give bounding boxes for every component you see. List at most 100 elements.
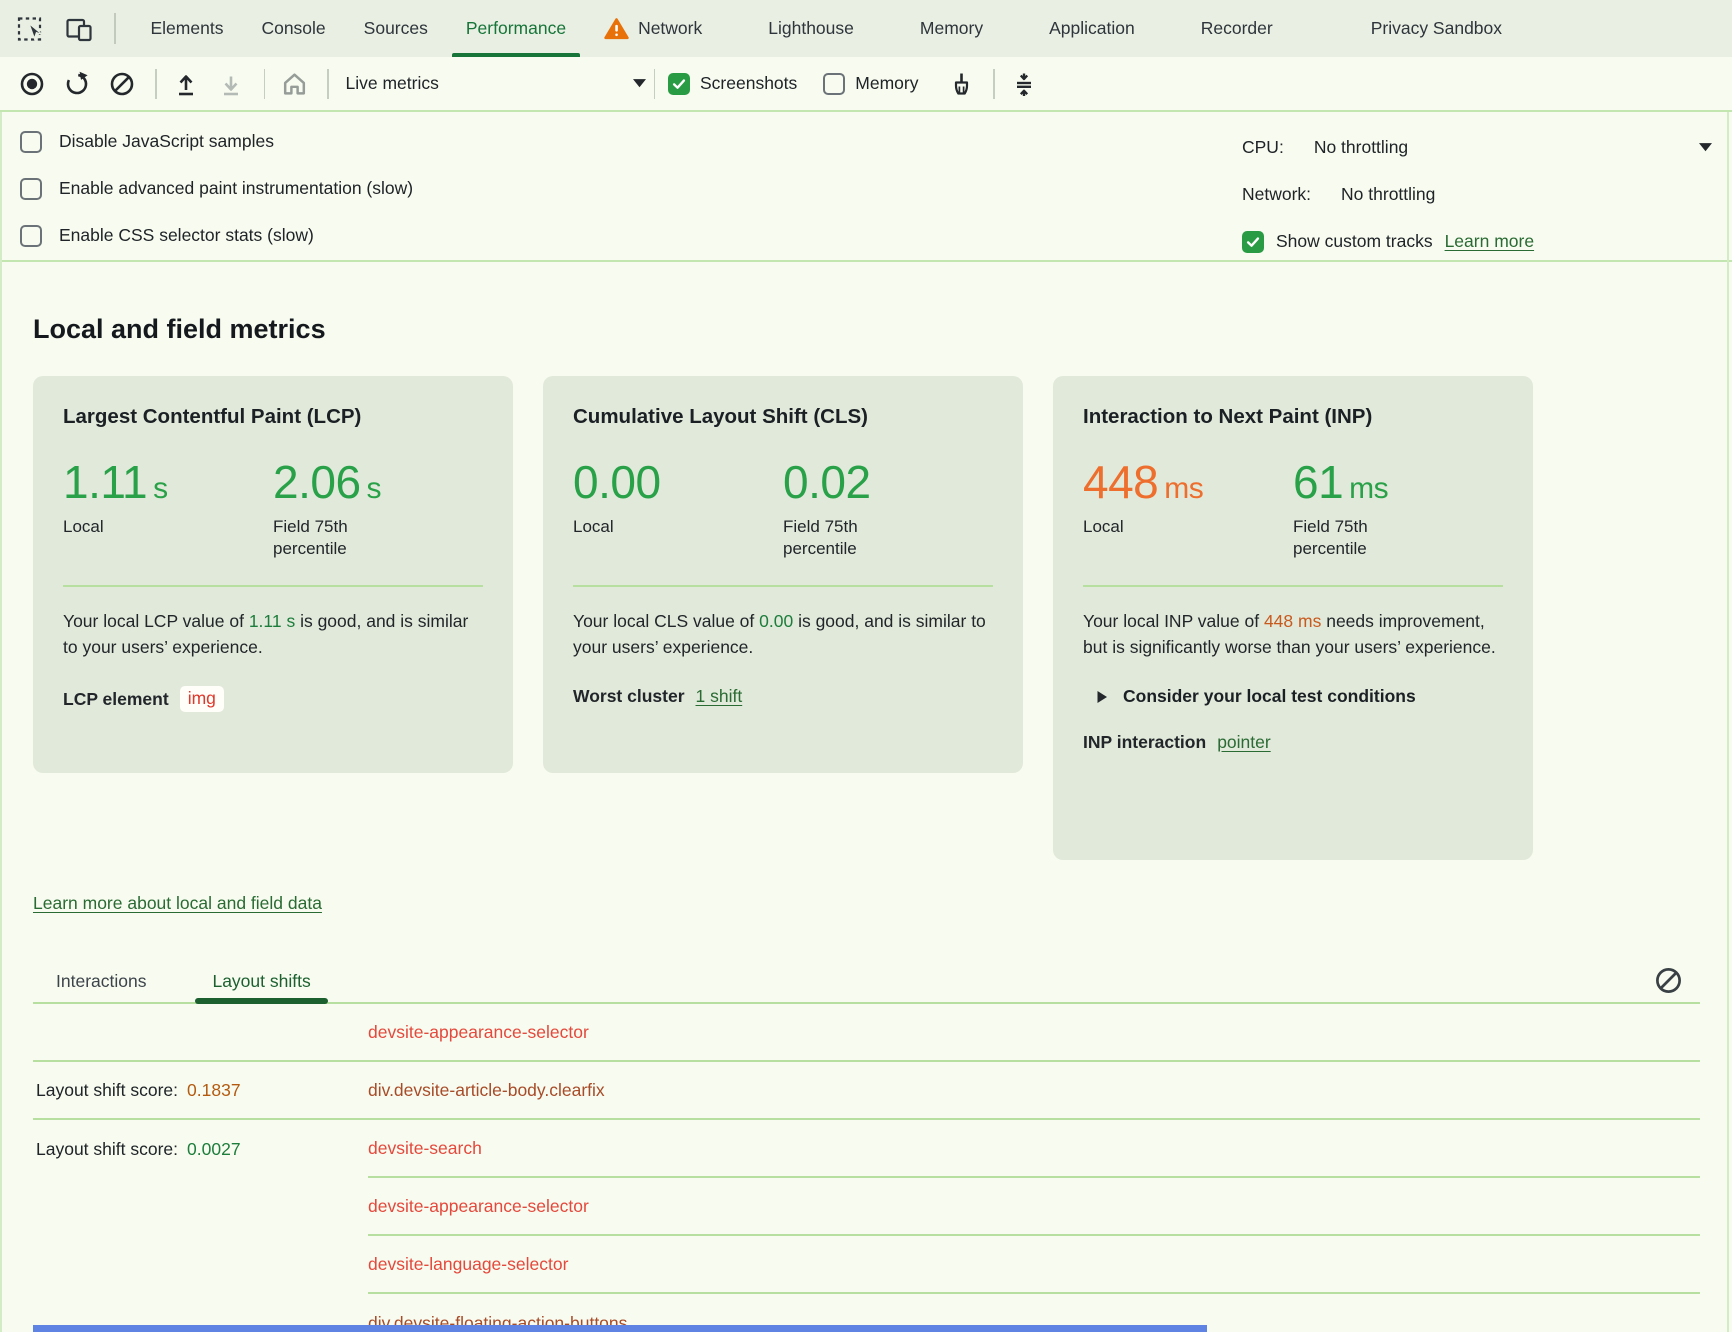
inp-values: 448 ms Local 61 ms Field 75th percentile (1083, 455, 1503, 561)
network-warning-icon (604, 17, 629, 40)
memory-toggle[interactable]: Memory (823, 72, 919, 95)
collect-garbage-button[interactable] (944, 68, 976, 100)
inspect-cursor-icon (16, 14, 46, 44)
lcp-element-row: LCP element img (63, 686, 483, 713)
layout-shift-row[interactable]: Layout shift score: 0.0027 devsite-searc… (33, 1120, 1700, 1178)
device-toolbar-button[interactable] (62, 11, 96, 47)
layout-shift-row[interactable]: devsite-appearance-selector (33, 1178, 1700, 1236)
memory-checkbox[interactable] (823, 72, 846, 95)
inp-local-column: 448 ms Local (1083, 455, 1293, 561)
record-and-reload-button[interactable] (61, 68, 93, 100)
value-number: 2.06 (273, 456, 361, 508)
tab-label: Elements (150, 18, 224, 38)
element-link[interactable]: devsite-appearance-selector (368, 1021, 589, 1042)
panel-right-border (1727, 112, 1729, 1332)
tab-interactions[interactable]: Interactions (56, 970, 147, 991)
tab-performance[interactable]: Performance (447, 0, 585, 57)
toolbar-divider (653, 68, 655, 99)
local-test-conditions-expander[interactable]: Consider your local test conditions (1083, 686, 1503, 707)
tab-lighthouse[interactable]: Lighthouse (749, 0, 873, 57)
tab-memory[interactable]: Memory (901, 0, 1002, 57)
tab-application[interactable]: Application (1030, 0, 1154, 57)
css-selector-stats-checkbox[interactable] (20, 224, 42, 247)
lcp-values: 1.11 s Local 2.06 s Field 75th percentile (63, 455, 483, 561)
element-link[interactable]: devsite-search (368, 1137, 482, 1158)
cpu-throttling-row[interactable]: CPU: No throttling (1242, 124, 1732, 171)
clear-icon (108, 70, 136, 98)
row-element-cell: devsite-language-selector (368, 1236, 1700, 1294)
screenshots-toggle[interactable]: Screenshots (668, 72, 798, 95)
collapse-sections-button[interactable] (1008, 68, 1040, 100)
screenshots-label: Screenshots (700, 73, 798, 93)
clear-log-button[interactable] (1652, 964, 1684, 996)
inp-card: Interaction to Next Paint (INP) 448 ms Lo… (1053, 376, 1533, 860)
field-data-learn-more-link[interactable]: Learn more about local and field data (33, 893, 322, 913)
value-number: 448 (1083, 456, 1159, 508)
inp-interaction-link[interactable]: pointer (1217, 732, 1271, 753)
lcp-element-link[interactable]: img (179, 686, 224, 713)
cls-field-label: Field 75th percentile (783, 517, 858, 559)
card-divider (1083, 584, 1503, 587)
advanced-paint-checkbox[interactable] (20, 177, 42, 200)
panel-mode-select[interactable]: Live metrics (346, 73, 646, 94)
cls-local-value: 0.00 (573, 455, 783, 509)
disable-js-samples-checkbox[interactable] (20, 130, 42, 153)
element-link[interactable]: devsite-language-selector (368, 1253, 569, 1274)
cpu-label: CPU: (1242, 137, 1284, 157)
element-link[interactable]: div.devsite-article-body.clearfix (368, 1079, 605, 1100)
value-unit: ms (1349, 472, 1389, 505)
tab-sources[interactable]: Sources (345, 0, 447, 57)
record-button[interactable] (16, 68, 48, 100)
tab-layout-shifts[interactable]: Layout shifts (195, 970, 329, 1004)
tab-network[interactable]: Network (585, 0, 721, 57)
disable-js-samples-row[interactable]: Disable JavaScript samples (20, 118, 413, 165)
inp-description: Your local INP value of 448 ms needs imp… (1083, 608, 1503, 661)
tab-label: Lighthouse (768, 18, 854, 38)
screenshots-checkbox[interactable] (668, 72, 690, 95)
layout-shift-row[interactable]: devsite-language-selector (33, 1236, 1700, 1294)
score-value: 0.1837 (187, 1079, 241, 1100)
value-number: 0.02 (783, 456, 871, 508)
layout-shift-row[interactable]: Layout shift score: 0.1837 div.devsite-a… (33, 1062, 1700, 1120)
cls-local-column: 0.00 Local (573, 455, 783, 561)
desc-text: Your local LCP value of (63, 610, 249, 631)
inp-interaction-row: INP interaction pointer (1083, 732, 1503, 753)
reload-icon (63, 70, 91, 98)
inp-local-label: Local (1083, 517, 1124, 536)
chevron-down-icon (1699, 143, 1712, 152)
value-unit: s (366, 472, 382, 505)
save-profile-button[interactable] (215, 68, 247, 100)
inp-field-column: 61 ms Field 75th percentile (1293, 455, 1503, 561)
triangle-right-icon (1096, 690, 1108, 704)
tab-label: Memory (919, 18, 984, 38)
inspect-element-button[interactable] (14, 11, 48, 47)
desc-highlight: 1.11 s (248, 610, 296, 631)
load-profile-button[interactable] (170, 68, 202, 100)
layout-shift-row[interactable]: devsite-appearance-selector (33, 1004, 1700, 1062)
tab-recorder[interactable]: Recorder (1182, 0, 1292, 57)
page-title: Local and field metrics (33, 314, 326, 344)
partial-row-highlight (33, 1325, 1207, 1332)
custom-tracks-row[interactable]: Show custom tracks Learn more (1242, 218, 1732, 265)
toolbar-divider (155, 68, 157, 99)
home-button[interactable] (278, 68, 310, 100)
tab-privacy-sandbox[interactable]: Privacy Sandbox (1352, 0, 1521, 57)
network-throttling-row[interactable]: Network: No throttling (1242, 171, 1732, 218)
css-selector-stats-row[interactable]: Enable CSS selector stats (slow) (20, 212, 413, 259)
tab-elements[interactable]: Elements (132, 0, 243, 57)
cls-card: Cumulative Layout Shift (CLS) 0.00 Local… (543, 376, 1023, 773)
tab-console[interactable]: Console (242, 0, 344, 57)
tab-label: Application (1049, 18, 1135, 38)
performance-toolbar: Live metrics Screenshots Memory (0, 57, 1732, 112)
tab-label: Performance (465, 18, 567, 38)
advanced-paint-row[interactable]: Enable advanced paint instrumentation (s… (20, 165, 413, 212)
element-link[interactable]: devsite-appearance-selector (368, 1195, 589, 1216)
live-metrics-log: Interactions Layout shifts devsite-appea… (33, 960, 1700, 1332)
worst-cluster-link[interactable]: 1 shift (695, 686, 743, 707)
worst-cluster-label: Worst cluster (573, 686, 685, 707)
memory-label: Memory (855, 73, 919, 93)
clear-button[interactable] (106, 68, 138, 100)
custom-tracks-learn-more-link[interactable]: Learn more (1444, 231, 1535, 251)
desc-text: is good, and is similar to your users’ e… (573, 610, 986, 658)
custom-tracks-checkbox[interactable] (1242, 230, 1264, 253)
